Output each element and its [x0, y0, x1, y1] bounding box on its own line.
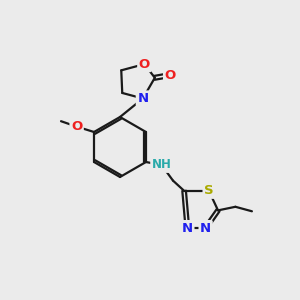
Text: N: N — [182, 222, 193, 235]
Text: O: O — [71, 120, 82, 133]
Text: O: O — [139, 58, 150, 70]
Text: NH: NH — [152, 158, 172, 172]
Text: S: S — [204, 184, 214, 197]
Text: O: O — [165, 69, 176, 82]
Text: N: N — [137, 92, 148, 105]
Text: N: N — [200, 222, 211, 235]
